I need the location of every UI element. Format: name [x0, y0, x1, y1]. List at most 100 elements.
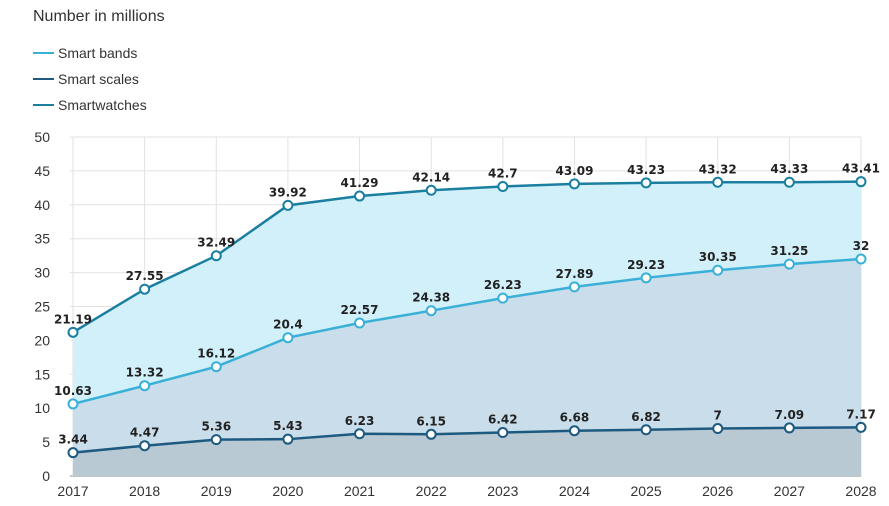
- data-label-smart-bands: 27.89: [555, 267, 593, 281]
- x-tick-label: 2019: [201, 483, 232, 499]
- point-smart-scales: [497, 426, 509, 438]
- x-tick-label: 2027: [774, 483, 805, 499]
- data-label-smartwatches: 43.23: [627, 163, 665, 177]
- x-tick-label: 2018: [129, 483, 160, 499]
- data-label-smart-bands: 20.4: [273, 318, 303, 332]
- y-tick-label: 20: [34, 332, 50, 348]
- y-tick-label: 35: [34, 231, 50, 247]
- y-tick-label: 45: [34, 163, 50, 179]
- point-smart-scales: [712, 423, 724, 435]
- data-label-smartwatches: 43.33: [770, 162, 808, 176]
- data-label-smart-bands: 30.35: [699, 250, 737, 264]
- data-label-smart-bands: 26.23: [484, 278, 522, 292]
- y-tick-label: 5: [42, 434, 50, 450]
- point-smart-scales: [139, 440, 151, 452]
- point-smart-bands: [139, 380, 151, 392]
- point-smart-bands: [712, 264, 724, 276]
- point-smartwatches: [425, 184, 437, 196]
- x-tick-label: 2025: [631, 483, 662, 499]
- data-label-smartwatches: 42.7: [488, 166, 518, 180]
- point-smart-bands: [640, 272, 652, 284]
- data-label-smartwatches: 41.29: [341, 176, 379, 190]
- x-tick-label: 2020: [272, 483, 303, 499]
- data-label-smart-scales: 6.42: [488, 412, 518, 426]
- point-smartwatches: [354, 190, 366, 202]
- data-label-smart-scales: 6.82: [631, 410, 661, 424]
- data-label-smartwatches: 39.92: [269, 185, 307, 199]
- legend-item-smart-scales[interactable]: Smart scales: [33, 66, 147, 92]
- line-smartwatches: [72, 180, 862, 334]
- point-smartwatches: [67, 326, 79, 338]
- point-smart-bands: [425, 305, 437, 317]
- point-smart-scales: [855, 421, 867, 433]
- legend-swatch-smartwatches: [33, 104, 54, 106]
- y-tick-label: 40: [34, 197, 50, 213]
- x-tick-label: 2024: [559, 483, 590, 499]
- data-label-smart-scales: 5.36: [201, 420, 231, 434]
- data-label-smart-scales: 6.15: [416, 414, 446, 428]
- data-label-smart-scales: 7.17: [846, 407, 876, 421]
- data-label-smartwatches: 43.32: [699, 162, 737, 176]
- data-label-smart-bands: 31.25: [770, 244, 808, 258]
- legend: Smart bands Smart scales Smartwatches: [33, 40, 147, 118]
- data-label-smart-scales: 5.43: [273, 419, 303, 433]
- point-smartwatches: [855, 176, 867, 188]
- point-smart-scales: [354, 428, 366, 440]
- point-smart-scales: [568, 425, 580, 437]
- y-tick-label: 15: [34, 366, 50, 382]
- x-tick-label: 2017: [57, 483, 88, 499]
- point-smart-scales: [783, 422, 795, 434]
- data-label-smart-bands: 13.32: [126, 366, 164, 380]
- point-smart-bands: [568, 281, 580, 293]
- point-smart-scales: [640, 424, 652, 436]
- point-smart-bands: [497, 292, 509, 304]
- point-smart-bands: [282, 332, 294, 344]
- data-label-smart-bands: 22.57: [341, 303, 379, 317]
- data-label-smart-scales: 3.44: [58, 433, 88, 447]
- area-smart-bands: [73, 259, 861, 476]
- legend-item-smartwatches[interactable]: Smartwatches: [33, 92, 147, 118]
- legend-label-smart-scales: Smart scales: [58, 71, 139, 87]
- legend-label-smartwatches: Smartwatches: [58, 97, 147, 113]
- data-label-smart-scales: 6.23: [345, 414, 375, 428]
- data-label-smart-bands: 10.63: [54, 384, 92, 398]
- legend-label-smart-bands: Smart bands: [58, 45, 138, 61]
- data-label-smartwatches: 27.55: [126, 269, 164, 283]
- point-smartwatches: [712, 176, 724, 188]
- data-label-smartwatches: 43.09: [555, 164, 593, 178]
- data-label-smartwatches: 32.49: [197, 236, 235, 250]
- data-label-smart-bands: 24.38: [412, 291, 450, 305]
- line-smart-bands: [72, 257, 862, 406]
- x-tick-label: 2026: [702, 483, 733, 499]
- data-label-smartwatches: 42.14: [412, 170, 450, 184]
- data-label-smartwatches: 21.19: [54, 312, 92, 326]
- x-tick-label: 2022: [416, 483, 447, 499]
- legend-item-smart-bands[interactable]: Smart bands: [33, 40, 147, 66]
- point-smart-bands: [210, 361, 222, 373]
- data-label-smart-scales: 6.68: [560, 411, 590, 425]
- point-smart-scales: [210, 434, 222, 446]
- line-smart-scales: [72, 426, 862, 454]
- data-label-smart-scales: 4.47: [130, 426, 160, 440]
- data-label-smart-scales: 7.09: [775, 408, 805, 422]
- legend-swatch-smart-scales: [33, 78, 54, 80]
- y-tick-label: 25: [34, 299, 50, 315]
- point-smartwatches: [497, 180, 509, 192]
- point-smart-scales: [425, 428, 437, 440]
- point-smart-bands: [783, 258, 795, 270]
- data-label-smart-bands: 16.12: [197, 347, 235, 361]
- x-tick-label: 2028: [845, 483, 876, 499]
- data-label-smart-bands: 29.23: [627, 258, 665, 272]
- point-smartwatches: [210, 250, 222, 262]
- y-tick-label: 30: [34, 265, 50, 281]
- point-smartwatches: [139, 283, 151, 295]
- point-smart-scales: [67, 447, 79, 459]
- point-smartwatches: [783, 176, 795, 188]
- data-label-smartwatches: 43.41: [842, 162, 880, 176]
- point-smart-bands: [855, 253, 867, 265]
- unit-label: Number in millions: [33, 8, 165, 25]
- point-smart-bands: [67, 398, 79, 410]
- point-smartwatches: [640, 177, 652, 189]
